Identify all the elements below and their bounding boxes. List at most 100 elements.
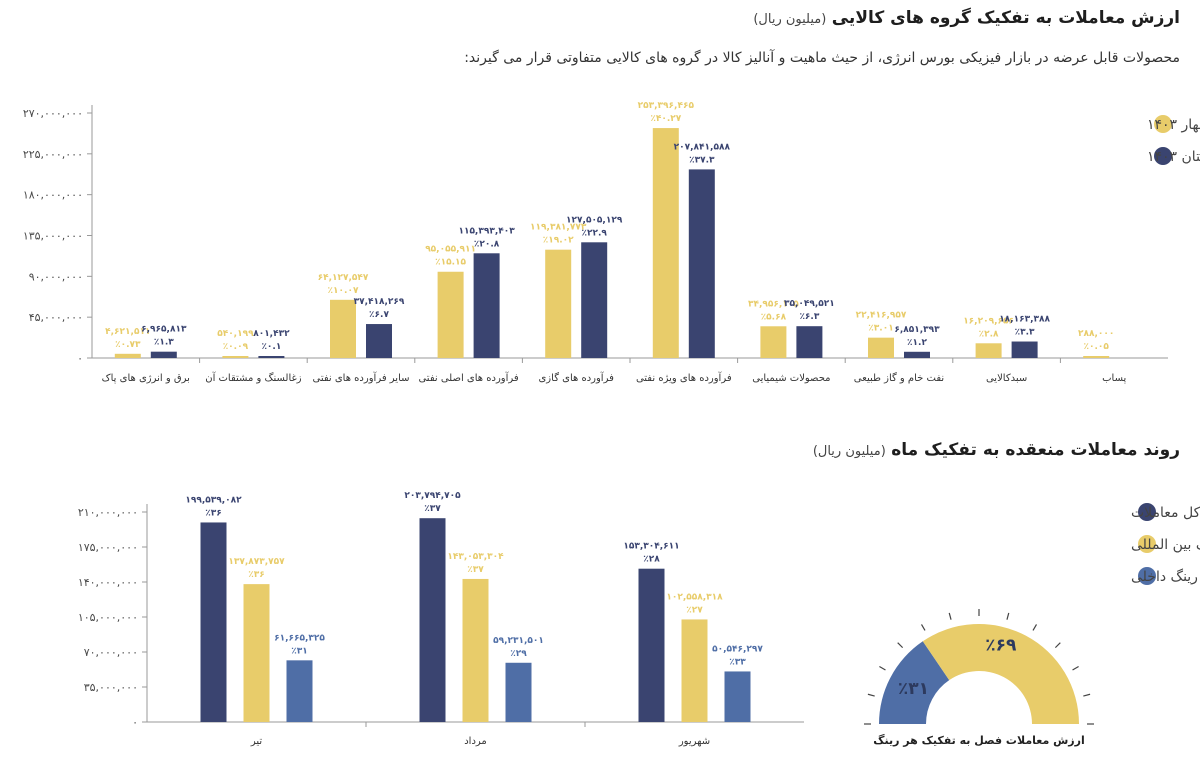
chart2-bar [243, 584, 270, 722]
gauge-tick [1083, 693, 1091, 697]
chart2-title-text: روند معاملات منعقده به تفکیک ماه [891, 440, 1180, 460]
chart2-value-label: ۱۳۷,۸۷۳,۷۵۷ [228, 557, 285, 567]
chart1-pct-label: ٪۳.۰۱ [868, 324, 893, 334]
chart1-bar [1011, 341, 1038, 358]
chart1-pct-label: ٪۱۵.۱۵ [435, 258, 466, 268]
chart2-bar [200, 522, 227, 722]
chart1-value-label: ۱۲۷,۵۰۵,۱۲۹ [566, 215, 623, 225]
chart2-legend-label: رینگ داخلی [1131, 568, 1198, 585]
chart1-y-tick-label: ۰ [77, 352, 83, 365]
gauge-tick [1054, 642, 1061, 649]
gauge-title: ارزش معاملات فصل به تفکیک هر رینگ [873, 733, 1085, 747]
chart1-value-label: ۵۴۰,۱۹۹ [217, 329, 254, 339]
chart2-bar [286, 660, 313, 722]
chart2-y-tick-label: ۱۷۵,۰۰۰,۰۰۰ [78, 541, 138, 554]
gauge-tick [920, 624, 926, 631]
chart1-pct-label: ٪۰.۱ [261, 342, 281, 352]
chart1-pct-label: ٪۱۹.۰۲ [543, 236, 574, 246]
chart1-value-label: ۲۰۷,۸۴۱,۵۸۸ [674, 142, 731, 152]
chart2-pct-label: ٪۳۳ [729, 657, 746, 667]
gauge-tick [897, 642, 904, 649]
chart1-bar [114, 353, 141, 358]
chart1-bar [1083, 356, 1110, 358]
chart1-bar [473, 253, 500, 358]
chart2-bar [638, 568, 665, 722]
chart1-bar [796, 326, 823, 358]
chart1-pct-label: ٪۶.۳ [799, 312, 819, 322]
chart1-pct-label: ٪۳.۳ [1015, 328, 1035, 338]
chart2-value-label: ۱۹۹,۵۳۹,۰۸۲ [185, 495, 242, 505]
chart2-y-tick-label: ۰ [132, 716, 138, 729]
chart1-value-label: ۸۰۱,۴۳۲ [253, 329, 290, 339]
chart1-bar [150, 351, 177, 358]
chart2-pct-label: ٪۳۶ [248, 570, 264, 580]
chart1-bar [545, 249, 572, 358]
chart1-category-label: فرآورده های گازی [538, 371, 614, 384]
chart1-legend-label: بهار ۱۴۰۳ [1147, 117, 1200, 133]
chart1-value-label: ۲۲,۴۱۶,۹۵۷ [856, 311, 907, 321]
chart2-value-label: ۱۵۳,۳۰۴,۶۱۱ [623, 542, 679, 552]
chart1-value-label: ۳۴,۹۵۶,۱۰۵ [748, 299, 799, 309]
chart2-title: روند معاملات منعقده به تفکیک ماه (میلیون… [813, 440, 1180, 460]
chart2-y-tick-label: ۱۰۵,۰۰۰,۰۰۰ [78, 611, 138, 624]
chart1-value-label: ۳۷,۴۱۸,۲۶۹ [354, 297, 405, 307]
chart1-y-tick-label: ۲۲۵,۰۰۰,۰۰۰ [23, 148, 83, 161]
chart2-pct-label: ٪۳۱ [291, 646, 307, 656]
chart2-pct-label: ٪۲۷ [686, 605, 703, 615]
gauge-slice [879, 641, 950, 724]
chart1-category-label: سبدکالایی [986, 373, 1027, 384]
chart1-category-label: زغالسنگ و مشتقات آن [205, 371, 302, 384]
chart1-pct-label: ٪۶.۷ [369, 310, 389, 320]
chart1-category-label: برق و انرژی های پاک [102, 373, 190, 384]
chart2-pct-label: ٪۲۹ [510, 649, 527, 659]
chart2-category-label: تیر [250, 736, 263, 747]
chart2-bar [462, 578, 489, 722]
chart1-pct-label: ٪۴۰.۲۷ [650, 114, 681, 124]
chart1-title-unit: (میلیون ریال) [753, 12, 827, 27]
chart1-legend-label: تابستان ۱۴۰۳ [1147, 149, 1200, 165]
chart1-value-label: ۱۸,۱۶۳,۳۸۸ [999, 315, 1050, 325]
chart1-value-label: ۳۵,۰۴۹,۵۲۱ [784, 299, 835, 309]
chart2-legend-marker [1138, 503, 1156, 521]
chart2-y-tick-label: ۷۰,۰۰۰,۰۰۰ [84, 646, 138, 659]
chart1-category-label: سایر فرآورده های نفتی [312, 371, 409, 384]
chart1-title: ارزش معاملات به تفکیک گروه های کالایی (م… [753, 8, 1180, 28]
chart1-bar [868, 337, 894, 358]
chart2-pct-label: ٪۲۸ [643, 555, 660, 565]
chart1-bar [760, 326, 787, 358]
chart1-category-label: پساب [1102, 373, 1126, 384]
chart1-value-label: ۶,۹۶۵,۸۱۳ [141, 325, 187, 335]
chart2-legend-label: رینگ بین المللی [1131, 536, 1200, 553]
chart1-value-label: ۲۵۳,۳۹۶,۴۶۵ [638, 101, 695, 111]
chart2-bar [505, 662, 532, 722]
chart1-category-label: فرآورده های اصلی نفتی [418, 371, 518, 384]
chart1-bar [258, 356, 285, 358]
chart1-value-label: ۱۶,۲۰۹,۶۵۶ [963, 316, 1014, 326]
chart1-pct-label: ٪۳۷.۳ [689, 155, 715, 165]
chart2-bar [681, 619, 708, 722]
chart1-bar [222, 356, 249, 358]
chart1-category-label: نفت خام و گاز طبیعی [854, 372, 944, 384]
chart1-pct-label: ٪۵.۶۸ [761, 312, 787, 322]
gauge-tick [867, 693, 875, 697]
chart2-legend-label: کل معاملات [1131, 505, 1200, 521]
chart1-pct-label: ٪۰.۰۹ [223, 342, 249, 352]
chart1-value-label: ۱۱۹,۳۸۱,۷۷۳ [530, 223, 587, 233]
chart2-value-label: ۱۰۲,۵۵۸,۳۱۸ [666, 592, 723, 602]
chart1-value-label: ۹۵,۰۵۵,۹۱۱ [425, 245, 476, 255]
chart1-value-label: ۴,۶۲۱,۵۱۱ [105, 327, 150, 337]
gauge-tick [879, 665, 886, 671]
chart2-category-label: شهریور [678, 736, 710, 747]
chart1-pct-label: ٪۲۲.۹ [581, 228, 607, 238]
chart2-legend-marker [1138, 567, 1156, 585]
chart1-pct-label: ٪۲.۸ [979, 329, 999, 339]
chart2-category-label: مرداد [464, 736, 487, 747]
chart1-title-text: ارزش معاملات به تفکیک گروه های کالایی [831, 8, 1180, 28]
chart1-bar [975, 343, 1002, 358]
gauge-slice [922, 624, 1079, 724]
chart1-y-tick-label: ۹۰,۰۰۰,۰۰۰ [29, 270, 83, 283]
chart2-bar [724, 671, 751, 722]
chart1-y-tick-label: ۱۸۰,۰۰۰,۰۰۰ [23, 189, 83, 202]
chart2-bar [419, 518, 446, 722]
